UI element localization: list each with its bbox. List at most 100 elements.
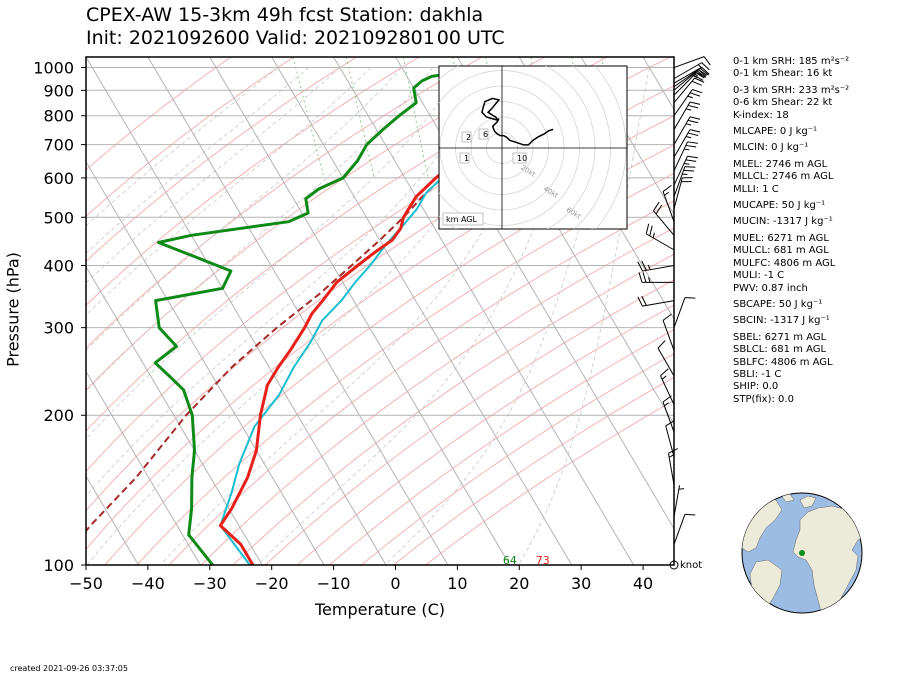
hodograph-height-box [461, 131, 472, 143]
wind-barb-flag [668, 448, 678, 454]
index-line: 0-1 km SRH: 185 m²s⁻² [733, 56, 850, 67]
wind-barb-flag [687, 155, 698, 159]
wind-barb [673, 485, 685, 517]
wind-barb-shaft [642, 265, 675, 272]
dry-adiabat [296, 304, 674, 565]
wind-barb-shaft [673, 66, 702, 84]
locator-globe [741, 492, 863, 614]
wind-barb-half-flag [685, 123, 692, 126]
y-tick-label: 200 [43, 406, 74, 425]
moist-adiabat [86, 67, 433, 392]
wind-barb-half-flag [664, 402, 669, 407]
dry-adiabat [86, 57, 483, 349]
hodograph-legend-label: km AGL [446, 215, 478, 224]
wind-barb-half-flag [647, 264, 651, 270]
index-line: MLCIN: 0 J kg⁻¹ [733, 142, 809, 154]
wind-barb [660, 368, 675, 405]
wind-barb-shaft [667, 453, 675, 485]
wind-barb-shaft [646, 233, 675, 251]
wind-barb-flag [701, 62, 710, 71]
plot-frame [85, 56, 675, 566]
wind-barb [673, 67, 709, 88]
wind-barb [662, 313, 675, 351]
index-line: MLLI: 1 C [733, 183, 779, 195]
wind-barb-shaft [673, 89, 693, 117]
hodograph-height-label: 1 [464, 154, 469, 163]
wind-barb-flag [642, 272, 647, 283]
wind-barb-shaft [673, 62, 702, 80]
wind-barb-flag [684, 297, 696, 299]
index-line: MUEL: 6271 m AGL [733, 232, 829, 244]
wind-barb [673, 177, 693, 209]
moist-adiabat [86, 67, 310, 254]
index-line: MULFC: 4806 m AGL [733, 257, 836, 269]
wind-barb-shaft [673, 116, 691, 145]
x-tick-label: 40 [633, 574, 653, 593]
wind-barb-half-flag [684, 162, 690, 165]
wind-barb-flag [649, 225, 653, 236]
index-line: 0-1 km Shear: 16 kt [733, 68, 833, 80]
wind-barb [662, 184, 675, 222]
wind-barb-flag [687, 119, 699, 124]
x-tick-label: 30 [571, 574, 591, 593]
wind-barb-shaft [673, 514, 686, 545]
created-timestamp: created 2021-09-26 03:37:05 [10, 664, 128, 673]
wind-barb-shaft [665, 425, 675, 457]
wind-barb-half-flag [685, 136, 692, 139]
wind-barb-shaft [642, 300, 675, 307]
wind-barb-shaft [673, 56, 705, 69]
wind-barb-half-flag [668, 454, 675, 458]
wind-barb [637, 295, 675, 307]
x-tick-label: −50 [69, 574, 103, 593]
wind-barb-half-flag [692, 74, 698, 79]
y-tick-label: 600 [43, 169, 74, 188]
index-line: MUCIN: -1317 J kg⁻¹ [733, 216, 833, 228]
index-line: MLEL: 2746 m AGL [733, 158, 828, 170]
wind-barb-flag [637, 261, 643, 272]
surface-temperature-label: 73 [536, 554, 550, 567]
wind-barb-flag [696, 70, 706, 78]
index-line: SBLFC: 4806 m AGL [733, 356, 833, 368]
wind-barb [673, 155, 698, 186]
wind-barb [673, 129, 701, 158]
index-line: SBLCL: 681 m AGL [733, 344, 827, 356]
wind-barb-flag [687, 132, 699, 136]
dry-adiabat [86, 57, 357, 263]
mixing-ratio-line [345, 57, 375, 179]
wind-barb-flag [662, 184, 672, 192]
wind-barb-flag [697, 68, 707, 77]
wind-barb-flag [685, 144, 697, 148]
wind-barb-flag [684, 513, 696, 516]
x-tick-label: 10 [447, 574, 467, 593]
wind-barb [673, 166, 696, 197]
x-axis-label: Temperature (C) [314, 600, 446, 619]
wind-barb-shaft [673, 77, 695, 103]
x-tick-label: −20 [255, 574, 289, 593]
wind-barb-shaft [673, 156, 688, 186]
wind-barb [673, 89, 703, 117]
y-tick-label: 700 [43, 136, 74, 155]
isotherm [333, 57, 635, 565]
isotherm [86, 265, 263, 565]
surface-dewpoint-label: 64 [503, 554, 517, 567]
wind-barb-shaft [673, 141, 688, 172]
wind-unit-label: knot [680, 560, 703, 571]
index-line: SBEL: 6271 m AGL [733, 331, 827, 343]
chart-title-line1: CPEX-AW 15-3km 49h fcst Station: dakhla [86, 4, 484, 26]
wind-barb-half-flag [661, 375, 667, 380]
wind-barb-flag [693, 74, 704, 81]
wind-barb-flag [695, 71, 705, 79]
wind-barb [653, 201, 675, 236]
index-line: SBCAPE: 50 J kg⁻¹ [733, 298, 823, 310]
wind-barb-flag [638, 272, 643, 283]
wind-barb-shaft [673, 485, 681, 517]
index-line: STP(fix): 0.0 [733, 393, 794, 405]
dry-adiabat [232, 253, 674, 565]
wind-barb-flag [694, 77, 705, 83]
wind-barb-shaft [673, 177, 683, 209]
wind-barb-flag [641, 260, 647, 271]
wind-barb [673, 116, 701, 145]
wind-barb-flag [691, 80, 702, 86]
x-tick-label: −10 [317, 574, 351, 593]
dry-adiabat [168, 200, 674, 565]
